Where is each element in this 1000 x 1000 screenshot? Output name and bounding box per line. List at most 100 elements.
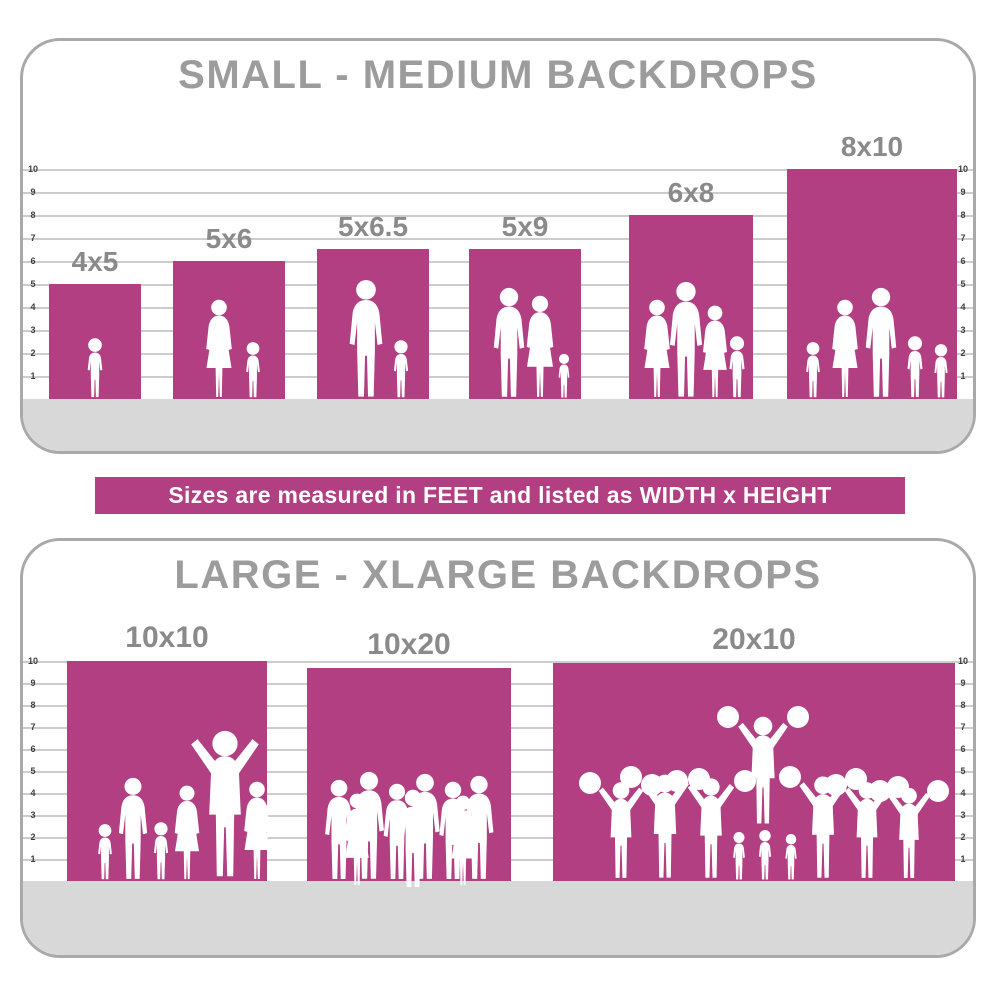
ruler-number-left-4: 4: [30, 302, 36, 312]
ruler-number-right-2: 2: [960, 832, 966, 842]
family-of-four-silhouette-icon: [644, 299, 670, 397]
toddler-silhouette-icon: [87, 338, 103, 398]
cheerleader-squad-silhouette-icon: [733, 832, 745, 880]
backdrop-size-label-6x8: 6x8: [667, 177, 715, 208]
floor: [23, 881, 973, 955]
ruler-number-left-9: 9: [30, 187, 36, 197]
pompom-icon: [641, 774, 663, 796]
family-group-silhouette-icon: [174, 785, 200, 880]
ruler-number-left-9: 9: [30, 678, 36, 688]
family-of-four-silhouette-icon: [702, 305, 728, 398]
pompom-icon: [787, 706, 809, 728]
family-group-silhouette-icon: [244, 781, 270, 879]
mother-and-child-silhouette-icon: [206, 299, 232, 397]
backdrop-size-label-20x10: 20x10: [712, 623, 796, 656]
small-medium-title: SMALL - MEDIUM BACKDROPS: [178, 53, 818, 97]
ruler-number-left-1: 1: [30, 371, 36, 381]
cheerleader-squad-silhouette-icon: [758, 830, 772, 880]
ruler-number-left-8: 8: [30, 210, 36, 220]
father-and-son-silhouette-icon: [349, 279, 383, 397]
ruler-number-left-5: 5: [30, 279, 36, 289]
pompom-icon: [688, 768, 710, 790]
ruler-number-right-2: 2: [960, 348, 966, 358]
small-medium-backdrops-panel: 1 1 2 2 3 3 4 4 5 5 6 6 7 7 8 8 9 9 10 10 4x5 5x6 5x6.5 5x9 6x8 8…: [20, 38, 976, 454]
pompom-icon: [620, 766, 642, 788]
floor: [23, 399, 973, 451]
ruler-number-right-9: 9: [960, 678, 966, 688]
pompom-icon: [845, 768, 867, 790]
couple-with-child-silhouette-icon: [493, 287, 525, 397]
pompom-icon: [887, 776, 909, 798]
pompom-icon: [734, 770, 756, 792]
gridline-10ft: [23, 169, 973, 171]
ruler-number-left-1: 1: [30, 854, 36, 864]
ruler-number-right-4: 4: [960, 788, 966, 798]
family-group-silhouette-icon: [153, 822, 169, 880]
family-group-silhouette-icon: [118, 777, 148, 879]
family-group-silhouette-icon: [98, 824, 112, 880]
large-xlarge-backdrops-panel: 1 1 2 2 3 3 4 4 5 5 6 6 7 7 8 8 9 9 10 10 10x10 10x20 20x10 LA…: [20, 538, 976, 958]
pompom-icon: [869, 780, 891, 802]
ruler-number-left-3: 3: [30, 325, 36, 335]
ruler-number-left-6: 6: [30, 256, 36, 266]
gridline-9ft: [23, 192, 973, 194]
ruler-number-right-7: 7: [960, 233, 966, 243]
backdrop-size-label-5x6.5: 5x6.5: [337, 211, 409, 242]
gridline-7ft: [23, 238, 973, 240]
ruler-number-right-7: 7: [960, 722, 966, 732]
ruler-number-right-6: 6: [960, 256, 966, 266]
family-of-four-silhouette-icon: [669, 281, 703, 397]
units-banner: Sizes are measured in FEET and listed as…: [95, 477, 905, 514]
father-and-son-silhouette-icon: [393, 340, 409, 398]
family-of-five-silhouette-icon: [907, 336, 923, 398]
ruler-number-right-3: 3: [960, 810, 966, 820]
family-of-five-silhouette-icon: [806, 342, 820, 398]
large-xlarge-size-chart: 1 1 2 2 3 3 4 4 5 5 6 6 7 7 8 8 9 9 10 10 10x10 10x20 20x10: [23, 541, 973, 955]
large-xlarge-title: LARGE - XLARGE BACKDROPS: [174, 553, 822, 597]
gridline-10ft: [23, 661, 973, 663]
ruler-number-right-5: 5: [960, 766, 966, 776]
ruler-number-left-6: 6: [30, 744, 36, 754]
pompom-icon: [717, 706, 739, 728]
ruler-number-right-1: 1: [960, 371, 966, 381]
ruler-number-right-10: 10: [957, 656, 968, 666]
cheerleader-squad-silhouette-icon: [888, 787, 930, 879]
backdrop-size-label-10x20: 10x20: [367, 628, 451, 661]
ruler-number-left-7: 7: [30, 722, 36, 732]
ruler-number-left-5: 5: [30, 766, 36, 776]
family-of-five-silhouette-icon: [934, 344, 948, 398]
family-of-five-silhouette-icon: [832, 299, 858, 397]
family-of-five-silhouette-icon: [865, 287, 897, 397]
pompom-icon: [579, 772, 601, 794]
small-medium-size-chart: 1 1 2 2 3 3 4 4 5 5 6 6 7 7 8 8 9 9 10 10 4x5 5x6 5x6.5 5x9 6x8 8…: [23, 41, 973, 451]
ruler-number-left-2: 2: [30, 832, 36, 842]
ruler-number-right-6: 6: [960, 744, 966, 754]
ruler-number-left-10: 10: [27, 164, 38, 174]
ruler-number-right-4: 4: [960, 302, 966, 312]
ruler-number-left-3: 3: [30, 810, 36, 820]
cheerleader-squad-silhouette-icon: [687, 778, 735, 878]
ruler-number-right-8: 8: [960, 700, 966, 710]
backdrop-size-label-4x5: 4x5: [71, 246, 119, 277]
ruler-number-left-10: 10: [27, 656, 38, 666]
ruler-number-left-7: 7: [30, 233, 36, 243]
ruler-number-left-2: 2: [30, 348, 36, 358]
ruler-number-right-3: 3: [960, 325, 966, 335]
backdrop-size-label-5x9: 5x9: [501, 211, 549, 242]
backdrop-size-label-8x10: 8x10: [840, 131, 904, 162]
ruler-number-left-8: 8: [30, 700, 36, 710]
mother-and-child-silhouette-icon: [246, 342, 260, 398]
ruler-number-right-5: 5: [960, 279, 966, 289]
pompom-icon: [927, 780, 949, 802]
gridline-8ft: [23, 215, 973, 217]
ruler-number-right-9: 9: [960, 187, 966, 197]
ruler-number-right-1: 1: [960, 854, 966, 864]
couple-with-child-silhouette-icon: [526, 295, 554, 397]
pompom-icon: [779, 766, 801, 788]
ruler-number-right-8: 8: [960, 210, 966, 220]
pompom-icon: [666, 770, 688, 792]
cheerleader-squad-silhouette-icon: [785, 833, 797, 880]
family-of-four-silhouette-icon: [729, 336, 745, 398]
pompom-icon: [825, 774, 847, 796]
